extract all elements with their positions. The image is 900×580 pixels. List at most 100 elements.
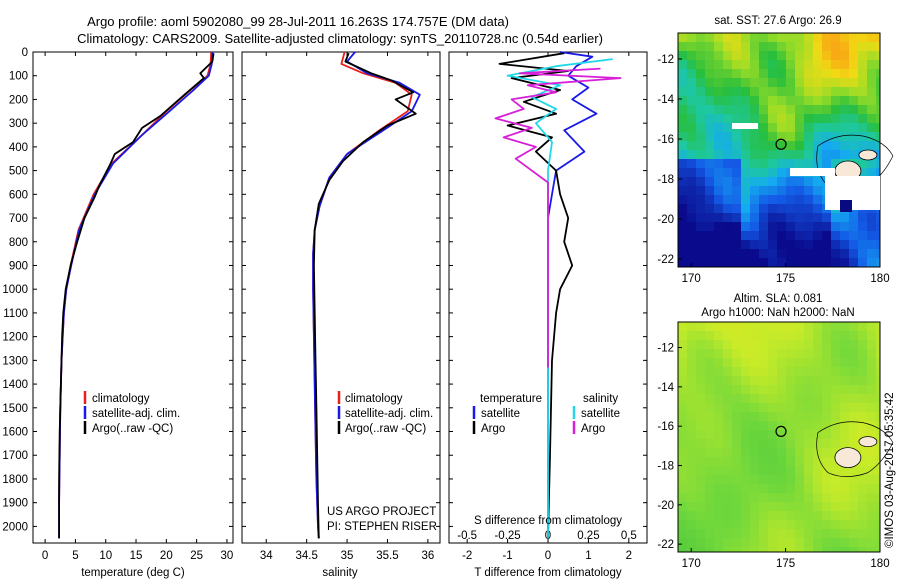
heatmap-cell — [822, 412, 832, 422]
heatmap-cell — [759, 403, 769, 413]
heatmap-cell — [831, 502, 841, 512]
heatmap-cell — [867, 412, 877, 422]
heatmap-cell — [867, 475, 877, 485]
heatmap-cell — [705, 466, 715, 476]
heatmap-cell — [696, 331, 706, 341]
heatmap-cell — [687, 394, 697, 404]
heatmap-cell — [678, 376, 688, 386]
heatmap-cell — [741, 204, 751, 214]
heatmap-cell — [759, 87, 769, 97]
heatmap-cell — [759, 466, 769, 476]
y-tick-label: 500 — [9, 166, 28, 178]
heatmap-cell — [768, 502, 778, 512]
heatmap-cell — [696, 493, 706, 503]
heatmap-cell — [723, 69, 733, 79]
heatmap-cell — [705, 105, 715, 115]
x-tick-label: 34.5 — [295, 550, 317, 562]
heatmap-cell — [723, 520, 733, 530]
heatmap-cell — [687, 249, 697, 259]
heatmap-cell — [759, 484, 769, 494]
heatmap-cell — [759, 520, 769, 530]
heatmap-cell — [732, 412, 742, 422]
heatmap-cell — [849, 367, 859, 377]
heatmap-cell — [813, 123, 823, 133]
heatmap-cell — [687, 150, 697, 160]
heatmap-cell — [687, 403, 697, 413]
heatmap-cell — [849, 421, 859, 431]
heatmap-cell — [813, 322, 823, 332]
heatmap-cell — [813, 186, 823, 196]
heatmap-cell — [876, 484, 881, 494]
heatmap-cell — [822, 340, 832, 350]
heatmap-cell — [813, 78, 823, 88]
heatmap-cell — [759, 186, 769, 196]
heatmap-cell — [714, 403, 724, 413]
argo-float-marker — [775, 425, 787, 437]
heatmap-cell — [696, 33, 706, 43]
temperature-axis-label: temperature (deg C) — [81, 567, 185, 579]
heatmap-cell — [750, 340, 760, 350]
heatmap-cell — [822, 358, 832, 368]
heatmap-cell — [840, 439, 850, 449]
heatmap-cell — [840, 403, 850, 413]
difference-panel: -2 -1 0 1 2-0.5 -0.25 0 0.25 0.5 — [448, 51, 648, 562]
heatmap-cell — [840, 529, 850, 539]
heatmap-cell — [759, 60, 769, 70]
heatmap-cell — [714, 42, 724, 52]
heatmap-cell — [696, 159, 706, 169]
heatmap-cell — [768, 493, 778, 503]
x-tick-label: 170 — [682, 273, 701, 285]
heatmap-cell — [840, 258, 850, 268]
heatmap-cell — [867, 358, 877, 368]
heatmap-cell — [795, 114, 805, 124]
heatmap-cell — [822, 502, 832, 512]
heatmap-cell — [750, 258, 760, 268]
heatmap-cell — [786, 222, 796, 232]
temperature-legend: climatology satellite-adj. clim. Argo(..… — [83, 391, 180, 435]
heatmap-cell — [813, 240, 823, 250]
heatmap-cell — [804, 385, 814, 395]
heatmap-cell — [795, 195, 805, 205]
heatmap-cell — [840, 132, 850, 142]
heatmap-cell — [795, 87, 805, 97]
heatmap-cell — [858, 448, 868, 458]
heatmap-cell — [687, 421, 697, 431]
heatmap-cell — [849, 105, 859, 115]
heatmap-cell — [678, 195, 688, 205]
heatmap-cell — [768, 331, 778, 341]
heatmap-cell — [876, 358, 881, 368]
y-tick-label: 300 — [9, 118, 28, 130]
heatmap-cell — [723, 538, 733, 548]
heatmap-cell — [705, 258, 715, 268]
heatmap-cell — [696, 249, 706, 259]
x-tick-label: 34 — [260, 550, 273, 562]
heatmap-cell — [795, 60, 805, 70]
x-tick-label: 180 — [870, 558, 889, 570]
heatmap-cell — [750, 105, 760, 115]
heatmap-cell — [723, 547, 733, 553]
heatmap-cell — [858, 141, 868, 151]
heatmap-cell — [723, 412, 733, 422]
heatmap-cell — [777, 150, 787, 160]
heatmap-cell — [750, 51, 760, 61]
heatmap-cell — [732, 249, 742, 259]
legend-label-satellite: satellite-adj. clim. — [92, 408, 180, 420]
heatmap-cell — [858, 42, 868, 52]
heatmap-cell — [678, 150, 688, 160]
heatmap-cell — [795, 538, 805, 548]
heatmap-cell — [786, 439, 796, 449]
heatmap-cell — [795, 159, 805, 169]
heatmap-cell — [786, 204, 796, 214]
heatmap-cell — [714, 195, 724, 205]
heatmap-cell — [741, 33, 751, 43]
heatmap-cell — [804, 340, 814, 350]
heatmap-cell — [750, 114, 760, 124]
heatmap-cell — [876, 150, 881, 160]
heatmap-cell — [804, 231, 814, 241]
heatmap-cell — [741, 358, 751, 368]
heatmap-cell — [687, 367, 697, 377]
cold-patch — [840, 200, 852, 212]
heatmap-cell — [813, 195, 823, 205]
heatmap-cell — [714, 430, 724, 440]
heatmap-cell — [768, 96, 778, 106]
